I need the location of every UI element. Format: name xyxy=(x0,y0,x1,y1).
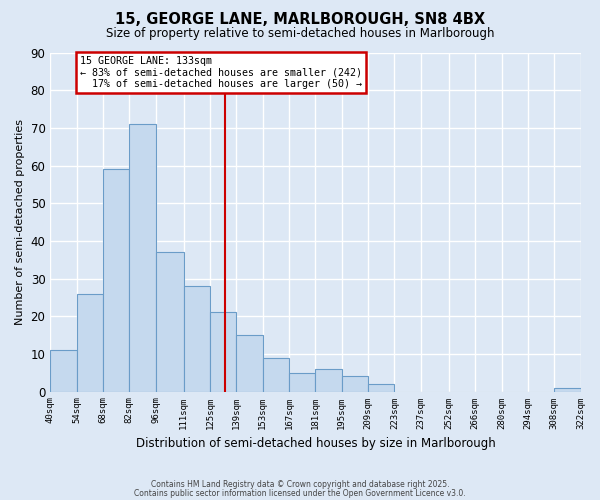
Bar xyxy=(263,358,289,392)
Bar xyxy=(236,335,263,392)
Bar xyxy=(129,124,155,392)
Bar xyxy=(155,252,184,392)
Text: 15, GEORGE LANE, MARLBOROUGH, SN8 4BX: 15, GEORGE LANE, MARLBOROUGH, SN8 4BX xyxy=(115,12,485,28)
Bar xyxy=(342,376,368,392)
Bar xyxy=(554,388,581,392)
Text: Size of property relative to semi-detached houses in Marlborough: Size of property relative to semi-detach… xyxy=(106,28,494,40)
Bar xyxy=(368,384,394,392)
Bar xyxy=(289,372,316,392)
Y-axis label: Number of semi-detached properties: Number of semi-detached properties xyxy=(15,119,25,325)
Bar xyxy=(210,312,236,392)
Text: 15 GEORGE LANE: 133sqm
← 83% of semi-detached houses are smaller (242)
  17% of : 15 GEORGE LANE: 133sqm ← 83% of semi-det… xyxy=(80,56,362,90)
Bar xyxy=(77,294,103,392)
X-axis label: Distribution of semi-detached houses by size in Marlborough: Distribution of semi-detached houses by … xyxy=(136,437,495,450)
Text: Contains public sector information licensed under the Open Government Licence v3: Contains public sector information licen… xyxy=(134,488,466,498)
Bar xyxy=(103,170,129,392)
Bar xyxy=(50,350,77,392)
Bar xyxy=(316,369,342,392)
Text: Contains HM Land Registry data © Crown copyright and database right 2025.: Contains HM Land Registry data © Crown c… xyxy=(151,480,449,489)
Bar xyxy=(184,286,210,392)
